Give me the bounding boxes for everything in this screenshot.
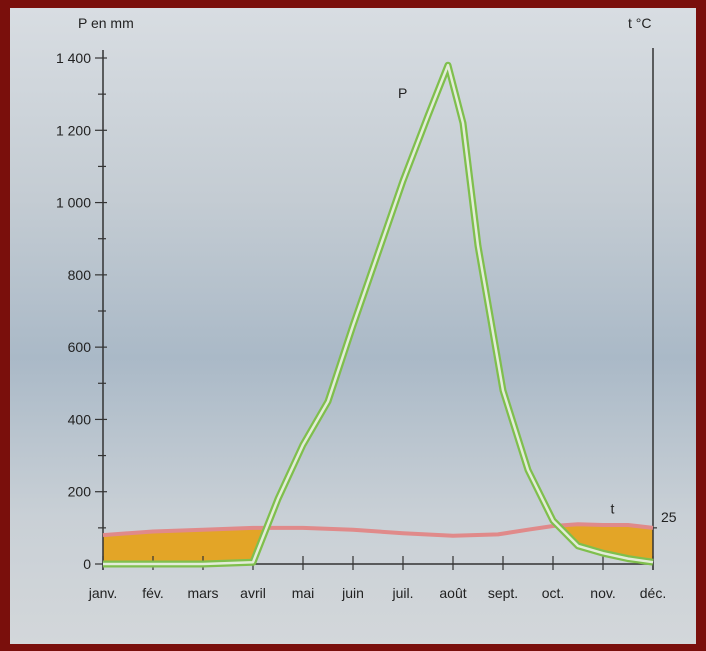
- series-label-t: t: [611, 500, 615, 516]
- series-label-p: P: [398, 85, 407, 101]
- x-tick-label: sept.: [488, 585, 518, 601]
- x-tick-label: nov.: [590, 585, 615, 601]
- x-tick-label: août: [439, 585, 466, 601]
- climate-chart: P en mm t °C 0 200 400 600 800 1 000 1 200 1 40…: [56, 15, 677, 601]
- precipitation-line: [103, 61, 654, 568]
- x-tick-label: juil.: [391, 585, 413, 601]
- y-tick-label: 200: [68, 484, 92, 500]
- x-tick-label: janv.: [88, 585, 118, 601]
- y-right-tick-label: 25: [661, 509, 677, 525]
- y-right-axis-title: t °C: [628, 15, 652, 31]
- x-tick-label: juin: [341, 585, 364, 601]
- x-tick-label: déc.: [640, 585, 666, 601]
- y-tick-label: 400: [68, 411, 92, 427]
- x-tick-label: fév.: [142, 585, 164, 601]
- temperature-line: [102, 522, 654, 538]
- y-tick-label: 800: [68, 267, 92, 283]
- y-tick-label: 600: [68, 339, 92, 355]
- y-tick-label: 1 400: [56, 50, 91, 66]
- y-tick-label: 0: [83, 556, 91, 572]
- precipitation-line-inner: [103, 63, 654, 566]
- x-tick-label: mars: [187, 585, 218, 601]
- y-tick-label: 1 000: [56, 195, 91, 211]
- chart-panel: P en mm t °C 0 200 400 600 800 1 000 1 200 1 40…: [10, 8, 696, 644]
- y-left-axis-title: P en mm: [78, 15, 134, 31]
- y-tick-label: 1 200: [56, 122, 91, 138]
- dry-season-area: [103, 524, 653, 564]
- x-tick-label: avril: [240, 585, 266, 601]
- x-tick-label: oct.: [542, 585, 565, 601]
- x-tick-label: mai: [292, 585, 315, 601]
